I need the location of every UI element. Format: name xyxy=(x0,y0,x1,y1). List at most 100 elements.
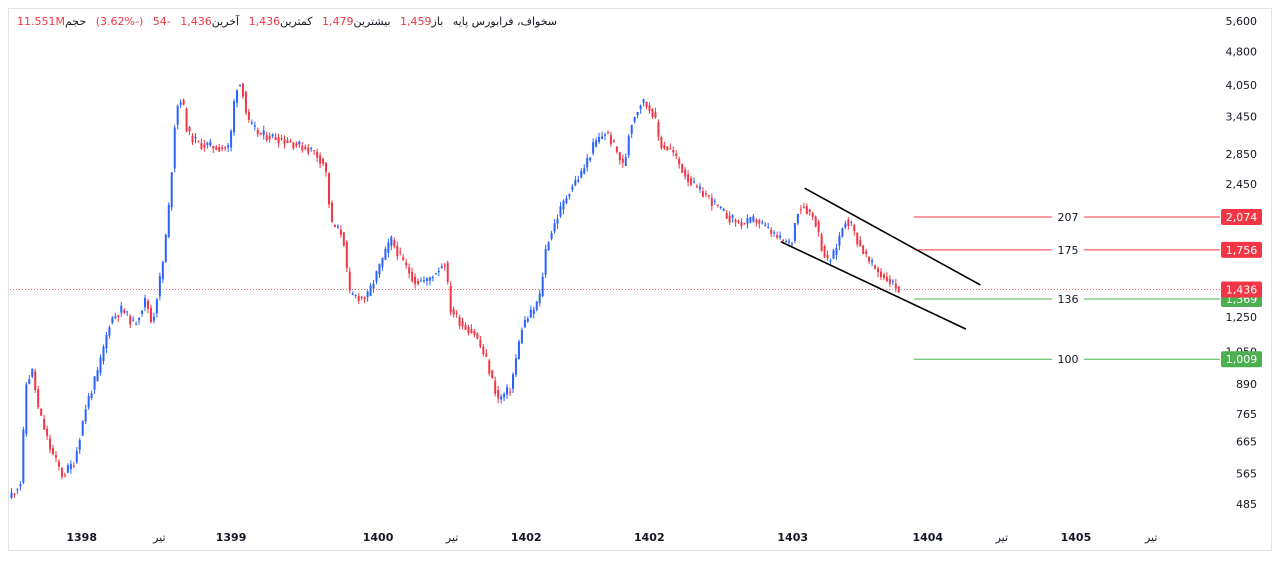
legend-close-label: آخرین xyxy=(211,15,240,28)
candle-body xyxy=(132,319,135,321)
candle-body xyxy=(790,243,793,245)
candle-body xyxy=(627,135,630,156)
candle-body xyxy=(72,465,75,467)
candle-body xyxy=(283,139,286,144)
candle-body xyxy=(458,317,461,326)
last-price-badge: 1,436 xyxy=(1226,284,1258,297)
y-tick-label: 890 xyxy=(1236,378,1257,391)
candle-body xyxy=(885,276,888,282)
candle-body xyxy=(589,157,592,161)
candle-body xyxy=(805,206,808,215)
candle-body xyxy=(672,149,675,153)
candle-body xyxy=(755,220,758,223)
candle-body xyxy=(541,276,544,296)
candle-body xyxy=(556,218,559,224)
candle-body xyxy=(693,181,696,183)
candle-body xyxy=(580,171,583,178)
x-tick-label: 1405 xyxy=(1061,531,1092,544)
candle-body xyxy=(461,320,464,327)
candle-body xyxy=(785,241,788,243)
candle-body xyxy=(262,130,265,135)
x-tick-label: تیر xyxy=(445,531,458,544)
channel-lower-line xyxy=(780,240,967,330)
candle-body xyxy=(838,235,841,246)
candle-body xyxy=(319,155,322,164)
candle-body xyxy=(212,146,215,149)
x-tick-label: 1404 xyxy=(912,531,943,544)
candle-body xyxy=(200,143,203,149)
candle-body xyxy=(411,271,414,282)
candle-body xyxy=(84,409,87,422)
candle-body xyxy=(351,293,354,295)
candle-body xyxy=(868,256,871,262)
candle-body xyxy=(25,384,28,434)
candle-body xyxy=(532,309,535,314)
candle-body xyxy=(425,278,428,281)
candle-body xyxy=(630,125,633,134)
candle-body xyxy=(63,474,66,476)
candle-body xyxy=(618,152,621,161)
candle-body xyxy=(482,346,485,355)
candle-body xyxy=(69,463,72,470)
candle-body xyxy=(345,241,348,268)
candle-body xyxy=(295,143,298,146)
candle-body xyxy=(144,297,147,308)
candle-body xyxy=(577,179,580,182)
candle-body xyxy=(363,297,366,300)
candle-body xyxy=(274,136,277,141)
candle-body xyxy=(230,130,233,148)
candle-body xyxy=(811,213,814,217)
candle-body xyxy=(126,311,129,313)
candle-body xyxy=(467,327,470,334)
candle-body xyxy=(707,195,710,197)
candle-body xyxy=(105,334,108,349)
legend-high-value: 1,479 xyxy=(322,15,354,28)
candle-body xyxy=(592,142,595,154)
candle-body xyxy=(19,484,22,487)
candle-body xyxy=(155,299,158,314)
candle-body xyxy=(891,280,894,282)
candle-body xyxy=(488,360,491,374)
candle-body xyxy=(535,301,538,310)
candle-body xyxy=(503,393,506,398)
candle-body xyxy=(820,234,823,252)
candle-body xyxy=(559,206,562,217)
candle-body xyxy=(13,493,16,495)
candle-body xyxy=(158,276,161,297)
candle-body xyxy=(434,273,437,275)
candle-body xyxy=(298,141,301,145)
candle-body xyxy=(847,219,850,227)
candle-body xyxy=(123,309,126,313)
candle-body xyxy=(31,368,34,377)
legend-volume-label: حجم xyxy=(64,15,87,28)
candle-body xyxy=(378,263,381,275)
level-price-badge-bg xyxy=(1221,351,1262,368)
level-label: 136 xyxy=(1058,293,1079,306)
candle-body xyxy=(506,387,509,395)
candle-body xyxy=(393,240,396,247)
candle-body xyxy=(304,146,307,149)
candle-body xyxy=(749,217,752,223)
candle-body xyxy=(241,83,244,97)
candle-body xyxy=(520,330,523,344)
candle-body xyxy=(182,99,185,105)
level-price-badge: 1,756 xyxy=(1226,244,1258,257)
candle-body xyxy=(787,241,790,243)
candle-body xyxy=(829,260,832,262)
candle-body xyxy=(446,262,449,282)
candle-body xyxy=(224,147,227,149)
x-tick-label: 1403 xyxy=(777,531,808,544)
candle-body xyxy=(37,389,40,408)
candle-body xyxy=(387,242,390,253)
candle-body xyxy=(348,271,351,291)
candle-body xyxy=(636,112,639,116)
candle-body xyxy=(645,102,648,108)
candle-body xyxy=(325,162,328,172)
legend-symbol[interactable]: سخواف، فرابورس پایه xyxy=(452,15,558,28)
candle-body xyxy=(612,140,615,143)
candle-body xyxy=(120,305,123,313)
candle-body xyxy=(654,112,657,118)
candle-body xyxy=(34,371,37,390)
candle-body xyxy=(850,221,853,223)
